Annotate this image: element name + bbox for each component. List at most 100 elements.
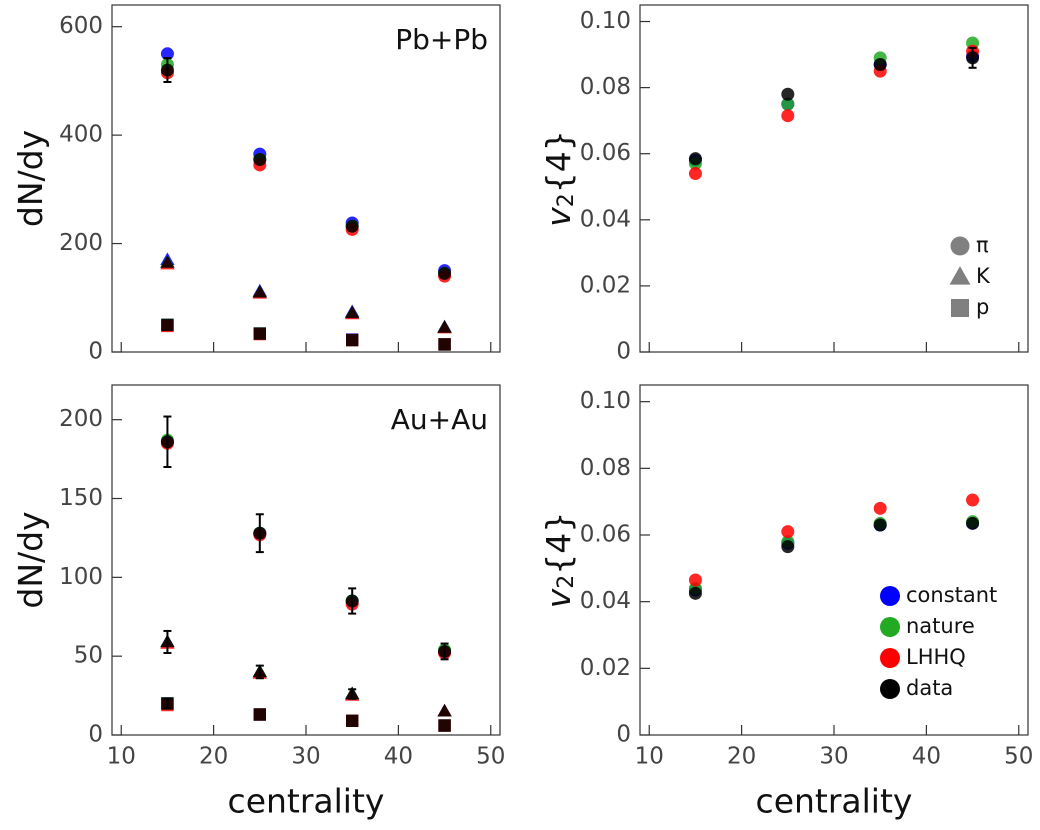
data-point	[966, 51, 980, 65]
data-point	[252, 664, 267, 678]
x-tick-label: 50	[1004, 744, 1033, 770]
y-tick-label: 0.02	[580, 272, 631, 298]
y-tick-label: 0.08	[580, 455, 631, 481]
data-point	[438, 338, 451, 351]
y-axis-title-part: v	[539, 588, 578, 608]
data-point	[437, 703, 452, 717]
y-axis-title: dN/dy	[11, 130, 50, 227]
y-tick-label: 0.06	[580, 140, 631, 166]
x-tick-label: 20	[199, 744, 228, 770]
data-point	[873, 518, 887, 532]
x-tick-label: 10	[635, 744, 664, 770]
x-tick-label: 30	[819, 744, 848, 770]
y-axis-title-part: dN/dy	[11, 130, 50, 227]
data-point	[781, 97, 795, 111]
legend-label: nature	[906, 614, 975, 638]
y-tick-label: 0.04	[580, 206, 631, 232]
y-axis-title: dN/dy	[11, 511, 50, 608]
y-tick-label: 0.10	[580, 388, 631, 414]
legend-label: data	[906, 676, 953, 700]
x-tick-label: 30	[291, 744, 320, 770]
data-point	[781, 540, 795, 554]
y-tick-label: 400	[59, 122, 103, 148]
data-point	[438, 719, 451, 732]
y-axis-title-part: dN/dy	[11, 511, 50, 608]
legend-label: constant	[906, 583, 997, 607]
data-point	[160, 634, 175, 648]
y-axis-title: v2{4}	[539, 512, 579, 609]
data-point	[437, 320, 452, 333]
data-point	[253, 526, 267, 540]
data-point	[345, 305, 360, 319]
x-axis-title: centrality	[756, 782, 913, 821]
y-tick-label: 0.10	[580, 8, 631, 34]
data-point	[345, 219, 359, 233]
y-axis-title-part: 2	[554, 575, 579, 589]
data-point	[160, 47, 174, 61]
y-tick-label: 0	[616, 722, 631, 748]
y-tick-label: 100	[59, 564, 103, 590]
data-point	[688, 573, 702, 587]
legend-label: LHHQ	[906, 645, 966, 669]
data-point	[688, 586, 702, 600]
data-point	[873, 57, 887, 71]
y-tick-label: 0	[88, 339, 103, 365]
legend-marker	[880, 648, 900, 668]
data-point	[688, 167, 702, 181]
data-point	[345, 594, 359, 608]
y-axis-title-part: {4}	[539, 130, 578, 193]
data-point	[966, 493, 980, 507]
data-point	[160, 63, 174, 77]
data-point	[688, 152, 702, 166]
legend-marker	[880, 617, 900, 637]
y-axis-title-part: {4}	[539, 512, 578, 575]
y-tick-label: 0.02	[580, 655, 631, 681]
y-axis-title-part: v	[539, 207, 578, 227]
legend-label: π	[976, 233, 989, 257]
plot-frame	[639, 384, 1029, 736]
y-tick-label: 0.06	[580, 522, 631, 548]
y-axis-title-part: 2	[554, 193, 579, 207]
legend-marker	[950, 298, 970, 318]
y-tick-label: 50	[74, 643, 103, 669]
y-axis-title: v2{4}	[539, 130, 579, 227]
y-tick-label: 0.04	[580, 588, 631, 614]
x-axis-title: centrality	[228, 782, 385, 821]
data-point	[161, 697, 174, 710]
data-point	[161, 318, 174, 332]
legend-marker	[880, 586, 900, 606]
data-point	[160, 435, 174, 449]
legend-label: p	[976, 295, 989, 319]
x-tick-label: 50	[476, 744, 505, 770]
data-point	[253, 708, 266, 721]
x-tick-label: 20	[727, 744, 756, 770]
data-point	[252, 284, 267, 298]
y-tick-label: 200	[59, 406, 103, 432]
data-point	[873, 501, 887, 515]
data-point	[253, 327, 266, 340]
data-point	[253, 153, 267, 167]
data-point	[345, 686, 360, 700]
y-tick-label: 200	[59, 230, 103, 256]
data-point	[346, 714, 359, 727]
data-point	[781, 525, 795, 539]
legend-marker	[950, 236, 970, 256]
legend-label: K	[976, 264, 991, 288]
data-point	[438, 644, 452, 658]
x-tick-label: 40	[384, 744, 413, 770]
data-point	[160, 255, 175, 268]
y-tick-label: 0	[88, 722, 103, 748]
y-tick-label: 0.08	[580, 74, 631, 100]
legend-marker	[880, 679, 900, 699]
data-point	[438, 266, 452, 280]
x-tick-label: 10	[107, 744, 136, 770]
data-point	[781, 109, 795, 123]
y-tick-label: 150	[59, 485, 103, 511]
legend-marker	[949, 266, 971, 285]
panel-label: Pb+Pb	[395, 23, 488, 56]
data-point	[346, 333, 359, 347]
x-tick-label: 40	[912, 744, 941, 770]
data-point	[966, 516, 980, 530]
panel-label: Au+Au	[391, 403, 488, 436]
